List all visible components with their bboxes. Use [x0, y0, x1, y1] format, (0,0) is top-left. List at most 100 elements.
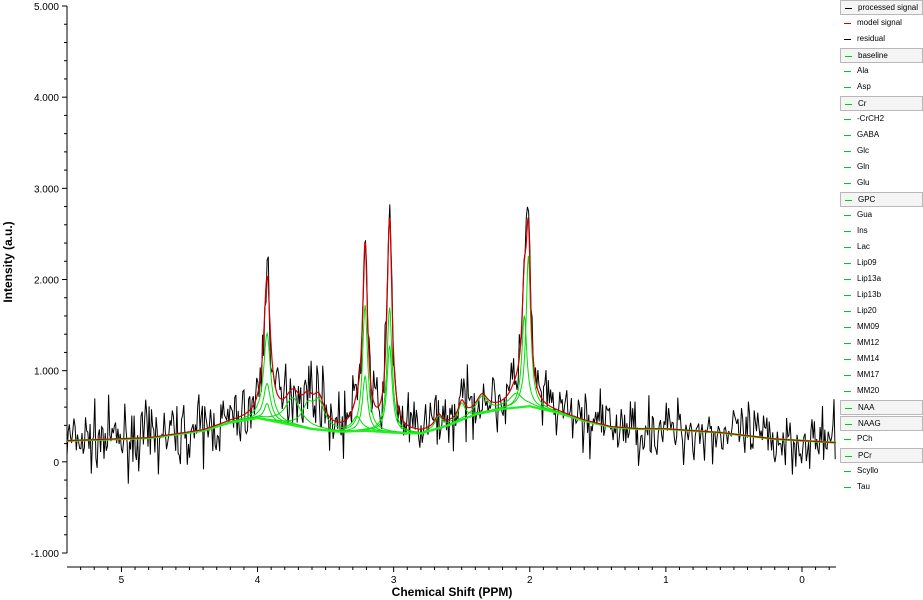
legend-swatch — [844, 471, 851, 472]
legend-swatch — [844, 343, 851, 344]
legend-item-ins[interactable]: Ins — [840, 224, 923, 239]
legend-item-baseline[interactable]: baseline — [840, 48, 923, 63]
legend-label: Tau — [857, 482, 870, 491]
metabolite-line-gpc — [67, 305, 837, 444]
legend-swatch — [844, 375, 851, 376]
legend-swatch — [844, 87, 851, 88]
legend-item-asp[interactable]: Asp — [840, 80, 923, 95]
legend-label: Glc — [857, 146, 869, 155]
legend-swatch — [844, 279, 851, 280]
y-tick-label: 1.000 — [34, 367, 59, 378]
legend-swatch — [844, 391, 851, 392]
legend-swatch — [845, 408, 852, 409]
legend-label: Cr — [858, 99, 867, 108]
legend-label: MM12 — [857, 338, 880, 347]
legend-item-gpc[interactable]: GPC — [840, 192, 923, 207]
legend-item-crch2[interactable]: -CrCH2 — [840, 112, 923, 127]
x-tick-label: 0 — [799, 575, 805, 586]
legend-swatch — [844, 439, 851, 440]
model-signal-line — [66, 217, 836, 444]
legend-swatch — [844, 247, 851, 248]
legend-label: Glu — [857, 178, 870, 187]
legend-item-mm20[interactable]: MM20 — [840, 384, 923, 399]
legend-swatch — [845, 56, 852, 57]
legend-label: baseline — [858, 51, 888, 60]
legend-item-glc[interactable]: Glc — [840, 144, 923, 159]
legend-item-pch[interactable]: PCh — [840, 432, 923, 447]
legend-label: Gln — [857, 162, 870, 171]
legend-label: Gua — [857, 210, 873, 219]
x-tick-label: 1 — [663, 575, 669, 586]
legend-item-lip20[interactable]: Lip20 — [840, 304, 923, 319]
x-tick-label: 3 — [391, 575, 397, 586]
legend-item-ala[interactable]: Ala — [840, 64, 923, 79]
legend-item-lip09[interactable]: Lip09 — [840, 256, 923, 271]
legend-label: Scyllo — [857, 466, 879, 475]
legend-item-processed-signal[interactable]: processed signal — [840, 0, 923, 15]
legend-label: Lac — [857, 242, 870, 251]
legend-swatch — [845, 456, 852, 457]
legend-item-naag[interactable]: NAAG — [840, 416, 923, 431]
legend-item-lip13a[interactable]: Lip13a — [840, 272, 923, 287]
legend-label: NAA — [858, 403, 875, 412]
legend-item-pcr[interactable]: PCr — [840, 448, 923, 463]
legend-item-mm09[interactable]: MM09 — [840, 320, 923, 335]
legend-swatch — [844, 359, 851, 360]
legend-label: MM09 — [857, 322, 880, 331]
legend-item-gln[interactable]: Gln — [840, 160, 923, 175]
legend-label: model signal — [857, 18, 902, 27]
legend-swatch — [845, 200, 852, 201]
metabolite-line-crch2 — [67, 331, 837, 444]
legend-label: MM20 — [857, 386, 880, 395]
processed-signal-line — [66, 204, 836, 484]
legend-swatch — [844, 151, 851, 152]
legend-panel: processed signal model signal residual base… — [840, 0, 923, 497]
legend-label: MM17 — [857, 370, 880, 379]
legend-item-lac[interactable]: Lac — [840, 240, 923, 255]
legend-swatch — [844, 71, 851, 72]
legend-label: Lip13b — [857, 290, 882, 299]
y-tick-label: 5.000 — [34, 2, 59, 13]
legend-swatch — [844, 23, 851, 24]
legend-item-cr[interactable]: Cr — [840, 96, 923, 111]
legend-swatch — [844, 263, 851, 264]
legend-swatch — [844, 215, 851, 216]
y-tick-label: 0 — [53, 458, 59, 469]
legend-swatch — [845, 424, 852, 425]
legend-label: PCh — [857, 434, 873, 443]
axes-layer: 5.000 4.000 3.000 2.000 1.000 0 -1.000 5 4 3 2 1 0 — [31, 2, 836, 586]
legend-item-model-signal[interactable]: model signal — [840, 16, 923, 31]
legend-item-glu[interactable]: Glu — [840, 176, 923, 191]
legend-label: residual — [857, 34, 886, 43]
legend-swatch — [844, 183, 851, 184]
legend-label: Ins — [857, 226, 868, 235]
legend-swatch — [844, 39, 851, 40]
legend-item-mm17[interactable]: MM17 — [840, 368, 923, 383]
legend-label: Lip20 — [857, 306, 877, 315]
legend-label: Lip09 — [857, 258, 877, 267]
legend-swatch — [844, 295, 851, 296]
spectrum-chart: 5.000 4.000 3.000 2.000 1.000 0 -1.000 5 4 3 2 1 0 C… — [1, 2, 837, 599]
x-axis-label: Chemical Shift (PPM) — [392, 585, 513, 599]
legend-label: Ala — [857, 66, 869, 75]
legend-item-mm14[interactable]: MM14 — [840, 352, 923, 367]
legend-swatch — [844, 167, 851, 168]
legend-item-gaba[interactable]: GABA — [840, 128, 923, 143]
y-tick-label: -1.000 — [31, 549, 60, 560]
legend-label: Lip13a — [857, 274, 882, 283]
y-tick-label: 2.000 — [34, 276, 59, 287]
legend-label: processed signal — [858, 3, 919, 12]
legend-swatch — [844, 311, 851, 312]
legend-swatch — [844, 327, 851, 328]
legend-swatch — [844, 487, 851, 488]
legend-item-lip13b[interactable]: Lip13b — [840, 288, 923, 303]
legend-item-gua[interactable]: Gua — [840, 208, 923, 223]
legend-item-tau[interactable]: Tau — [840, 480, 923, 495]
legend-item-mm12[interactable]: MM12 — [840, 336, 923, 351]
metabolite-line-pcr — [67, 345, 837, 444]
legend-item-scyllo[interactable]: Scyllo — [840, 464, 923, 479]
legend-swatch — [844, 119, 851, 120]
legend-item-residual[interactable]: residual — [840, 32, 923, 47]
series-layer — [66, 204, 837, 484]
legend-item-naa[interactable]: NAA — [840, 400, 923, 415]
